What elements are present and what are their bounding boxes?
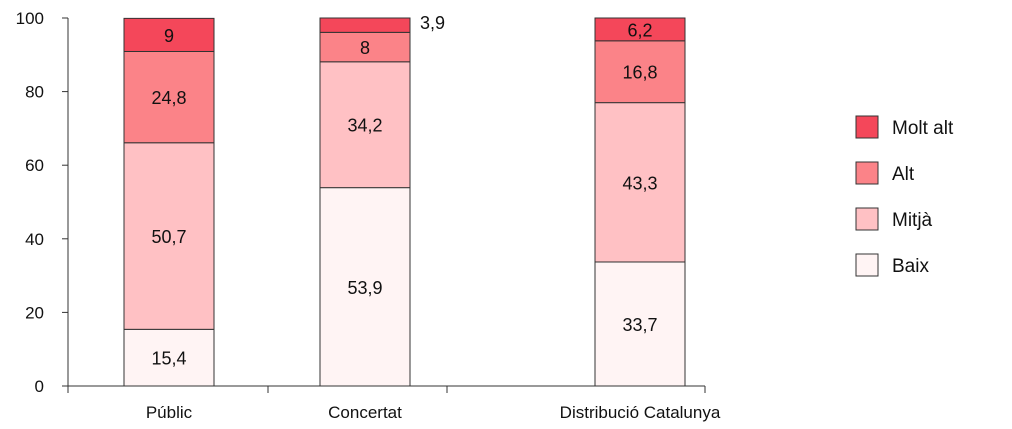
legend-label: Molt alt xyxy=(892,118,954,139)
x-category-label: Públic xyxy=(146,403,193,422)
y-tick-label: 0 xyxy=(35,377,44,396)
data-label: 15,4 xyxy=(151,349,186,369)
data-label: 43,3 xyxy=(622,173,657,193)
data-label: 8 xyxy=(360,38,370,58)
data-label: 33,7 xyxy=(622,315,657,335)
legend-swatch-molt-alt xyxy=(855,115,879,139)
legend-swatch-mitjà xyxy=(855,207,879,231)
legend-swatch-alt xyxy=(855,161,879,185)
bar-segment-alt xyxy=(594,40,686,104)
bar-segment-baix xyxy=(319,187,411,387)
y-tick-label: 40 xyxy=(25,230,44,249)
x-category-label: Distribució Catalunya xyxy=(560,403,721,422)
y-tick-label: 80 xyxy=(25,83,44,102)
y-tick-label: 100 xyxy=(16,9,44,28)
y-tick-label: 20 xyxy=(25,303,44,322)
legend-label: Mitjà xyxy=(892,210,933,231)
data-label: 34,2 xyxy=(347,116,382,136)
data-label: 24,8 xyxy=(151,88,186,108)
bar-segment-molt-alt xyxy=(319,17,411,33)
data-label: 9 xyxy=(164,26,174,46)
bar-segment-baix xyxy=(123,328,215,387)
data-label: 50,7 xyxy=(151,227,186,247)
legend-label: Alt xyxy=(892,164,915,185)
data-label: 3,9 xyxy=(420,13,445,33)
legend-label: Baix xyxy=(892,256,929,277)
bar-segment-baix xyxy=(594,261,686,387)
bar-segment-molt-alt xyxy=(594,17,686,42)
x-category-label: Concertat xyxy=(328,403,402,422)
data-label: 16,8 xyxy=(622,63,657,83)
data-label: 6,2 xyxy=(627,20,652,40)
legend-swatch-baix xyxy=(855,253,879,277)
bar-segment-molt-alt xyxy=(123,17,215,52)
bar-segment-mitjà xyxy=(123,142,215,330)
bar-segment-mitjà xyxy=(319,61,411,189)
bar-segment-alt xyxy=(319,31,411,63)
y-tick-label: 60 xyxy=(25,156,44,175)
data-label: 53,9 xyxy=(347,278,382,298)
